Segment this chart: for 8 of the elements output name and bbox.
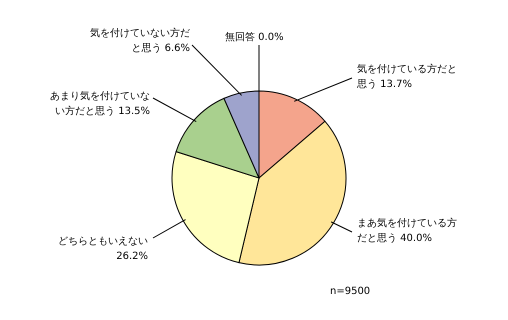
slice-label: 気を付けていない方だと思う 6.6% bbox=[90, 27, 190, 54]
slice-label: まあ気を付けている方だと思う 40.0% bbox=[357, 217, 457, 244]
text: n=9500 bbox=[330, 286, 370, 297]
slice-label: 気を付けている方だと思う 13.7% bbox=[356, 63, 457, 90]
slice-label: どちらともいえない bbox=[58, 236, 148, 247]
category-label: 無回答 0.0% bbox=[225, 32, 284, 43]
slice-label: あまり気を付けていない方だと思う 13.5% bbox=[50, 91, 150, 117]
data-label: 26.2% bbox=[116, 251, 148, 262]
